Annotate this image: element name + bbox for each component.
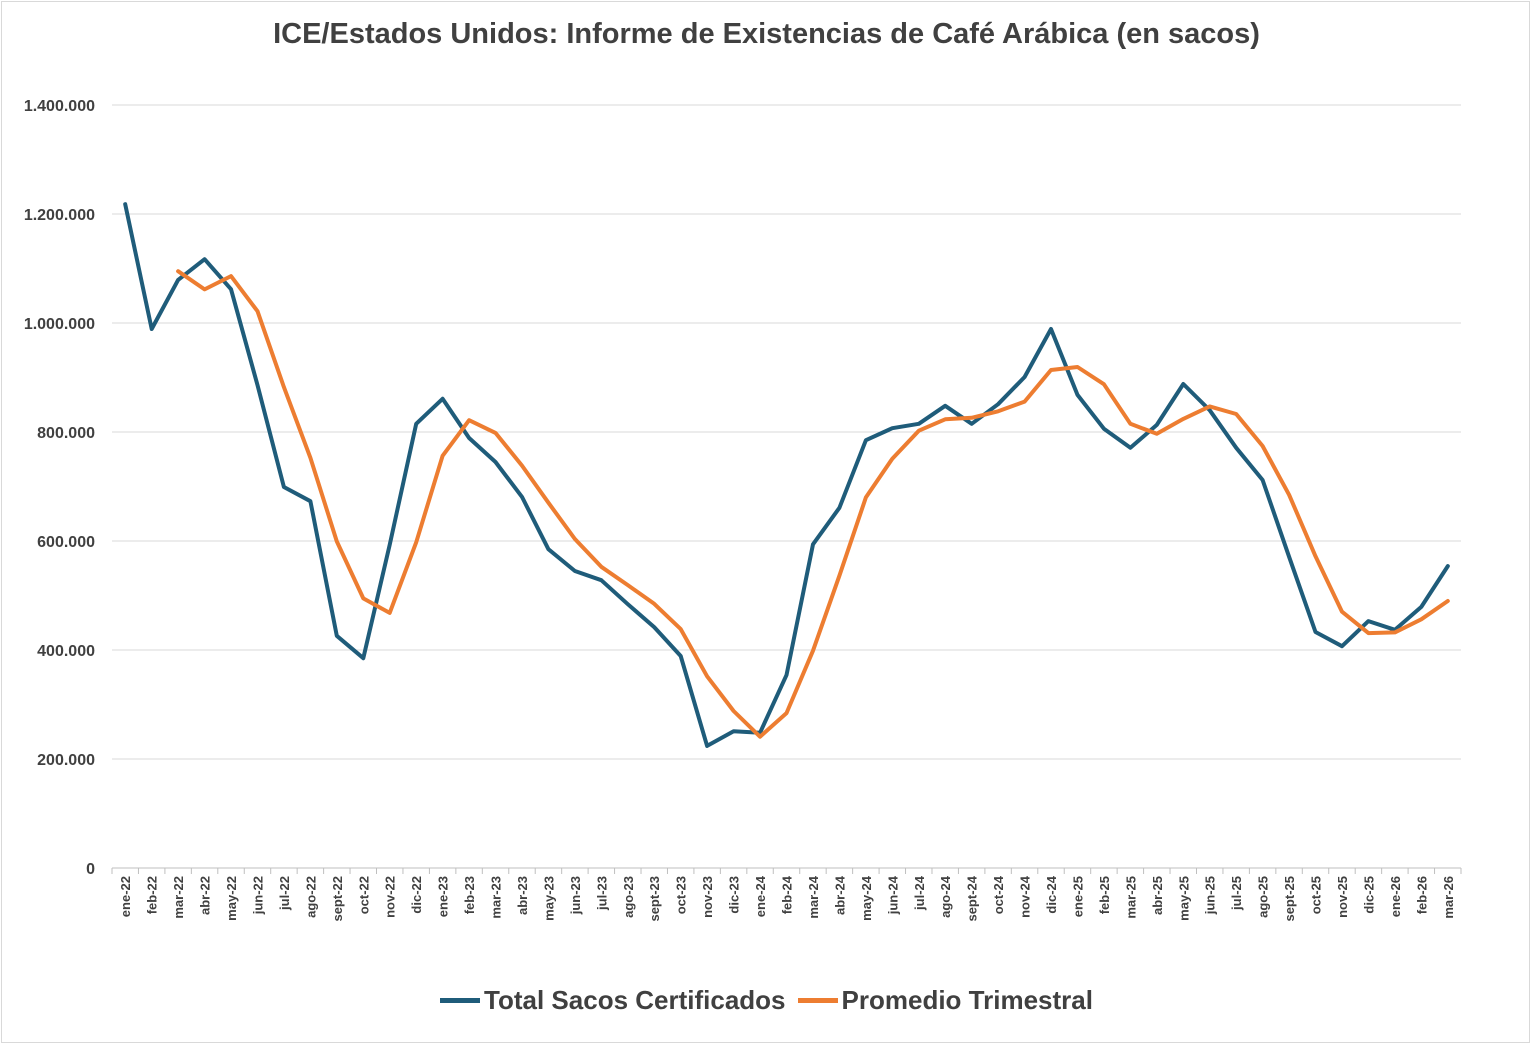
x-tick-label: sept-23 <box>647 876 662 922</box>
legend-swatch-promedio <box>797 998 838 1003</box>
x-tick-label: feb-24 <box>780 875 795 914</box>
x-tick-label: feb-25 <box>1097 876 1112 914</box>
x-tick-label: sept-25 <box>1282 876 1297 922</box>
x-tick-label: nov-23 <box>700 876 715 918</box>
x-tick-label: abr-25 <box>1150 876 1165 915</box>
x-tick-label: ago-24 <box>938 875 953 918</box>
x-tick-label: may-24 <box>859 875 874 921</box>
x-tick-label: jul-25 <box>1229 876 1244 911</box>
x-tick-label: may-23 <box>541 876 556 921</box>
legend-swatch-total <box>440 998 481 1003</box>
x-tick-label: nov-25 <box>1335 876 1350 918</box>
x-tick-label: jul-22 <box>277 876 292 911</box>
x-tick-label: may-22 <box>224 876 239 921</box>
x-tick-label: dic-24 <box>1044 875 1059 913</box>
x-tick-label: mar-24 <box>806 875 821 918</box>
x-tick-label: feb-22 <box>145 876 160 914</box>
x-tick-label: ene-23 <box>436 876 451 917</box>
legend: Total Sacos Certificados Promedio Trimes… <box>0 985 1533 1016</box>
x-tick-label: mar-22 <box>171 876 186 919</box>
x-tick-label: jul-23 <box>594 876 609 911</box>
x-tick-label: feb-26 <box>1414 876 1429 914</box>
x-tick-label: ene-22 <box>118 876 133 917</box>
legend-item-promedio: Promedio Trimestral <box>797 985 1093 1016</box>
x-tick-label: ene-26 <box>1388 876 1403 917</box>
x-tick-label: dic-22 <box>409 876 424 914</box>
x-tick-label: oct-23 <box>674 876 689 914</box>
x-tick-label: jun-24 <box>885 875 900 915</box>
x-tick-label: abr-23 <box>515 876 530 915</box>
series-line-promedio <box>176 269 1450 739</box>
y-tick-label: 400.000 <box>37 643 95 660</box>
x-tick-label: oct-25 <box>1309 876 1324 914</box>
x-tick-label: ene-25 <box>1070 876 1085 917</box>
x-tick-label: sept-24 <box>965 875 980 921</box>
x-tick-label: nov-22 <box>383 876 398 918</box>
x-tick-label: oct-24 <box>991 875 1006 914</box>
y-tick-label: 1.200.000 <box>24 207 95 224</box>
x-tick-label: sept-22 <box>330 876 345 922</box>
legend-label-total: Total Sacos Certificados <box>484 985 786 1015</box>
legend-item-total: Total Sacos Certificados <box>440 985 786 1016</box>
y-tick-label: 0 <box>86 861 95 878</box>
y-tick-label: 800.000 <box>37 425 95 442</box>
y-tick-label: 1.400.000 <box>24 98 95 115</box>
x-tick-label: jun-25 <box>1203 876 1218 915</box>
y-tick-label: 600.000 <box>37 534 95 551</box>
legend-label-promedio: Promedio Trimestral <box>841 985 1093 1015</box>
x-tick-label: jul-24 <box>912 875 927 911</box>
x-tick-label: mar-25 <box>1123 876 1138 919</box>
x-tick-label: ago-22 <box>303 876 318 918</box>
x-tick-label: ene-24 <box>753 875 768 917</box>
x-tick-label: mar-26 <box>1441 876 1456 919</box>
x-tick-label: ago-25 <box>1256 876 1271 918</box>
x-tick-label: abr-24 <box>832 875 847 915</box>
y-tick-label: 200.000 <box>37 752 95 769</box>
x-tick-label: jun-23 <box>568 876 583 915</box>
y-tick-label: 1.000.000 <box>24 316 95 333</box>
x-tick-label: ago-23 <box>621 876 636 918</box>
x-tick-label: abr-22 <box>198 876 213 915</box>
x-tick-label: jun-22 <box>250 876 265 915</box>
chart-title: ICE/Estados Unidos: Informe de Existenci… <box>273 18 1260 50</box>
x-tick-label: may-25 <box>1176 876 1191 921</box>
x-tick-label: nov-24 <box>1018 875 1033 918</box>
x-tick-label: mar-23 <box>489 876 504 919</box>
x-tick-label: dic-25 <box>1361 876 1376 914</box>
x-tick-label: oct-22 <box>356 876 371 914</box>
x-tick-label: feb-23 <box>462 876 477 914</box>
x-tick-label: dic-23 <box>727 876 742 914</box>
series-line-total <box>123 202 1450 748</box>
